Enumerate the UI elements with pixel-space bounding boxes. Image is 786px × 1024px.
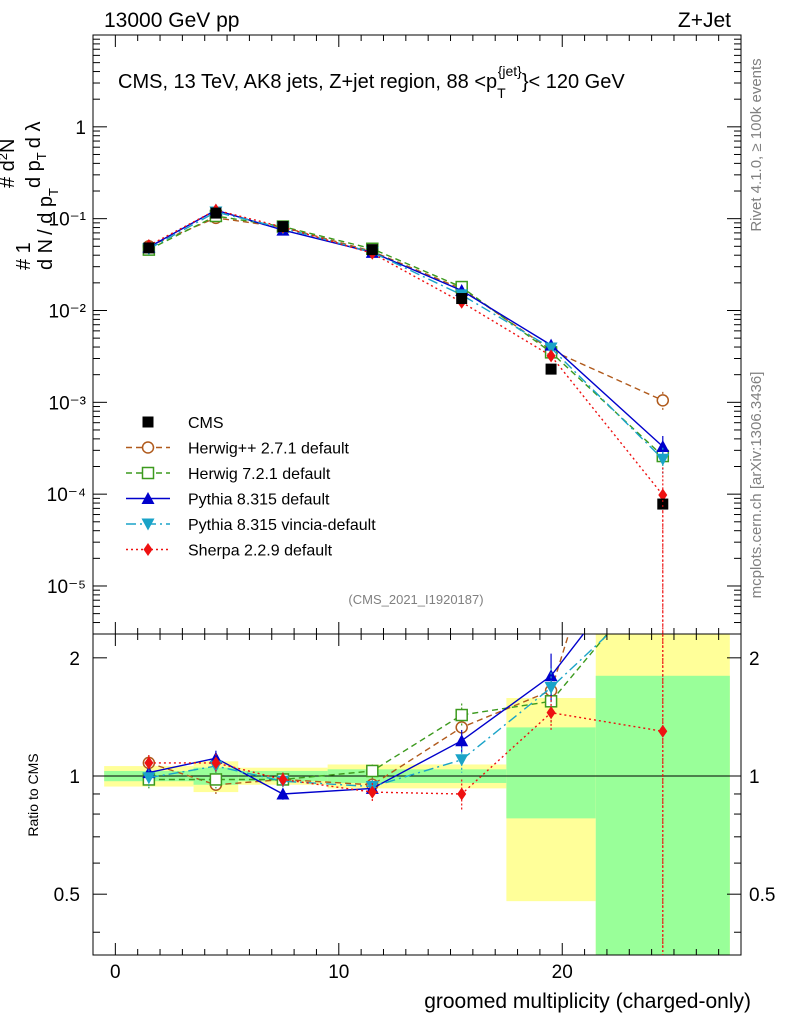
ratio-point	[142, 772, 156, 785]
legend-marker	[143, 543, 153, 556]
y-tick-label-top: 10⁻⁴	[47, 485, 86, 506]
ratio-point	[211, 756, 221, 770]
series-group	[142, 203, 670, 955]
data-point	[545, 363, 557, 375]
ratio-point	[278, 772, 288, 786]
series-point	[656, 453, 670, 466]
x-axis-label: groomed multiplicity (charged-only)	[424, 990, 751, 1013]
legend-label: Pythia 8.315 vincia-default	[188, 517, 376, 534]
series-point	[656, 440, 670, 453]
header-left: 13000 GeV pp	[104, 9, 239, 32]
ratio-point	[457, 787, 467, 801]
rivet-version-label: Rivet 4.1.0, ≥ 100k events	[748, 58, 765, 231]
y-axis-label-ratio: Ratio to CMS	[25, 753, 41, 836]
ratio-point	[544, 682, 558, 695]
y-tick-label-top: 10⁻¹	[49, 210, 87, 231]
ratio-point	[455, 734, 469, 747]
series-point	[656, 394, 670, 407]
ylabel-frac2-numerator: # d2N	[0, 139, 19, 189]
y-tick-label-ratio: 2	[69, 649, 80, 670]
ylabel-frac2-denominator: d pTd λ	[23, 122, 49, 188]
y-tick-label-top: 1	[75, 118, 86, 139]
header-right: Z+Jet	[678, 9, 731, 32]
series-point	[544, 342, 558, 355]
legend: CMS Herwig++ 2.7.1 default Herwig 7.2.1 de…	[126, 415, 376, 560]
x-tick-label: 0	[110, 962, 121, 983]
y-tick-label-ratio: 1	[69, 767, 80, 788]
legend-marker	[141, 518, 155, 531]
legend-marker-cms	[142, 416, 154, 428]
x-tick-label: 20	[552, 962, 573, 983]
y-tick-label-ratio-right: 1	[749, 767, 760, 788]
ratio-point	[455, 754, 469, 767]
y-tick-label-ratio: 0.5	[54, 885, 80, 906]
series-line-2	[148, 209, 664, 448]
legend-label: Herwig 7.2.1 default	[188, 466, 331, 483]
axis-ticks: 0 10 20 1 10⁻¹ 10⁻² 10⁻³ 10⁻⁴ 10⁻⁵ 0.5 0.5 1 1 2 2	[47, 34, 775, 983]
data-point	[366, 244, 378, 256]
ylabel-frac1-numerator: # 1	[13, 242, 35, 270]
legend-label: Herwig++ 2.7.1 default	[188, 441, 350, 458]
data-point	[143, 242, 155, 254]
ratio-point	[455, 708, 468, 722]
legend-label: CMS	[188, 415, 224, 432]
y-tick-label-ratio-right: 0.5	[749, 885, 775, 906]
series-line-0	[148, 217, 664, 402]
uncertainty-bands	[104, 634, 730, 955]
plot-title-sub: T	[497, 85, 506, 101]
data-point	[657, 498, 669, 510]
ratio-point	[367, 785, 377, 799]
y-tick-label-top: 10⁻²	[49, 301, 87, 322]
analysis-watermark: (CMS_2021_I1920187)	[348, 592, 483, 607]
ratio-point	[544, 669, 558, 682]
series-line-1	[148, 215, 664, 457]
mcplots-credit-label: mcplots.cern.ch [arXiv:1306.3436]	[748, 372, 765, 599]
band-stat-4	[506, 727, 596, 819]
data-point	[456, 293, 468, 305]
series-point	[546, 349, 556, 363]
series-line-3	[148, 211, 664, 460]
legend-marker	[141, 441, 155, 454]
y-tick-label-top: 10⁻³	[49, 393, 87, 414]
plot-title-sup: {jet}	[498, 63, 522, 79]
axes-frames	[92, 34, 742, 956]
ratio-point	[276, 787, 290, 800]
ratio-point	[209, 773, 223, 786]
y-tick-label-ratio-right: 2	[749, 649, 760, 670]
data-point	[277, 221, 289, 233]
legend-label: Pythia 8.315 default	[188, 492, 330, 509]
ratio-point	[658, 724, 668, 738]
data-point	[210, 207, 222, 219]
ratio-point	[144, 756, 154, 770]
ylabel-frac1-denominator: d N/ d pT	[35, 188, 61, 270]
plot-title: CMS, 13 TeV, AK8 jets, Z+jet region, 88 …	[118, 63, 625, 101]
legend-marker	[141, 466, 155, 480]
ratio-plot-frame	[92, 633, 742, 956]
plot-title-main: CMS, 13 TeV, AK8 jets, Z+jet region, 88 …	[118, 71, 497, 93]
ratio-group	[142, 633, 668, 955]
legend-marker	[141, 492, 155, 504]
y-axis-label-top: # 1 d N/ d pT # d2N d pTd λ	[0, 122, 61, 270]
ratio-point	[366, 764, 379, 778]
ratio-point	[546, 706, 556, 720]
legend-label: Sherpa 2.2.9 default	[188, 543, 333, 560]
y-tick-label-top: 10⁻⁵	[47, 577, 86, 598]
x-tick-label: 10	[328, 962, 349, 983]
plot-title-end: }< 120 GeV	[522, 71, 626, 93]
